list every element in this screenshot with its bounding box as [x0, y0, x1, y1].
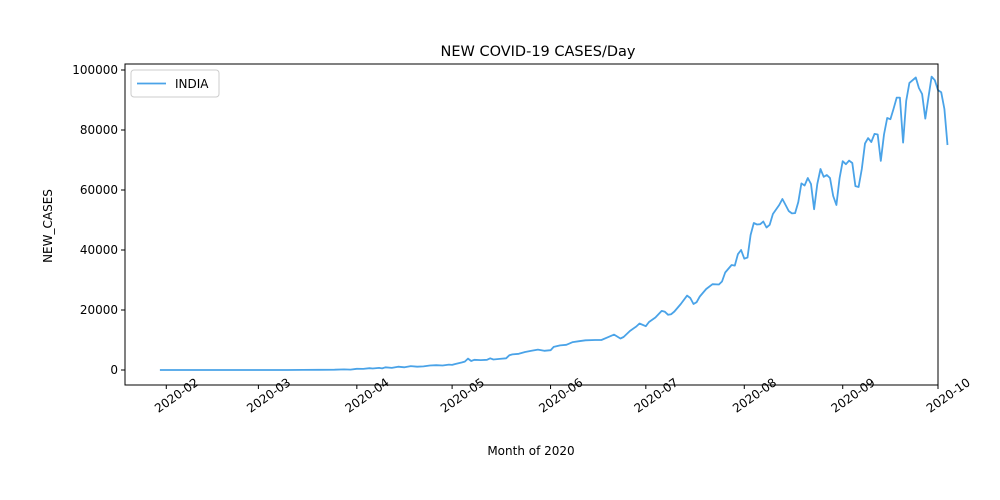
y-tick-label: 20000: [80, 303, 118, 317]
y-axis: 0 20000 40000 60000 80000 100000: [72, 63, 125, 377]
x-tick-label: 2020-09: [829, 375, 878, 415]
x-tick-label: 2020-10: [924, 375, 973, 415]
chart-title: NEW COVID-19 CASES/Day: [440, 44, 635, 60]
legend: INDIA: [130, 69, 220, 98]
y-tick-label: 60000: [80, 183, 118, 197]
y-tick-label: 100000: [72, 63, 118, 77]
x-tick-label: 2020-07: [632, 375, 681, 415]
x-tick-label: 2020-04: [343, 375, 392, 415]
x-axis-title: Month of 2020: [487, 444, 574, 458]
x-tick-label: 2020-08: [730, 375, 779, 415]
y-axis-title: NEW_CASES: [41, 189, 55, 263]
y-tick-label: 0: [110, 363, 118, 377]
x-tick-label: 2020-05: [438, 375, 487, 415]
x-tick-label: 2020-03: [244, 375, 293, 415]
x-tick-label: 2020-06: [536, 375, 585, 415]
x-axis: 2020-02 2020-03 2020-04 2020-05 2020-06 2020-…: [152, 375, 973, 415]
y-tick-label: 40000: [80, 243, 118, 257]
series-line-india: [159, 75, 949, 371]
legend-label-india: INDIA: [175, 77, 209, 91]
plot-frame: [124, 63, 939, 386]
y-tick-label: 80000: [80, 123, 118, 137]
legend-box: [130, 69, 220, 98]
plot-area: [124, 63, 949, 386]
x-tick-label: 2020-02: [152, 375, 201, 415]
